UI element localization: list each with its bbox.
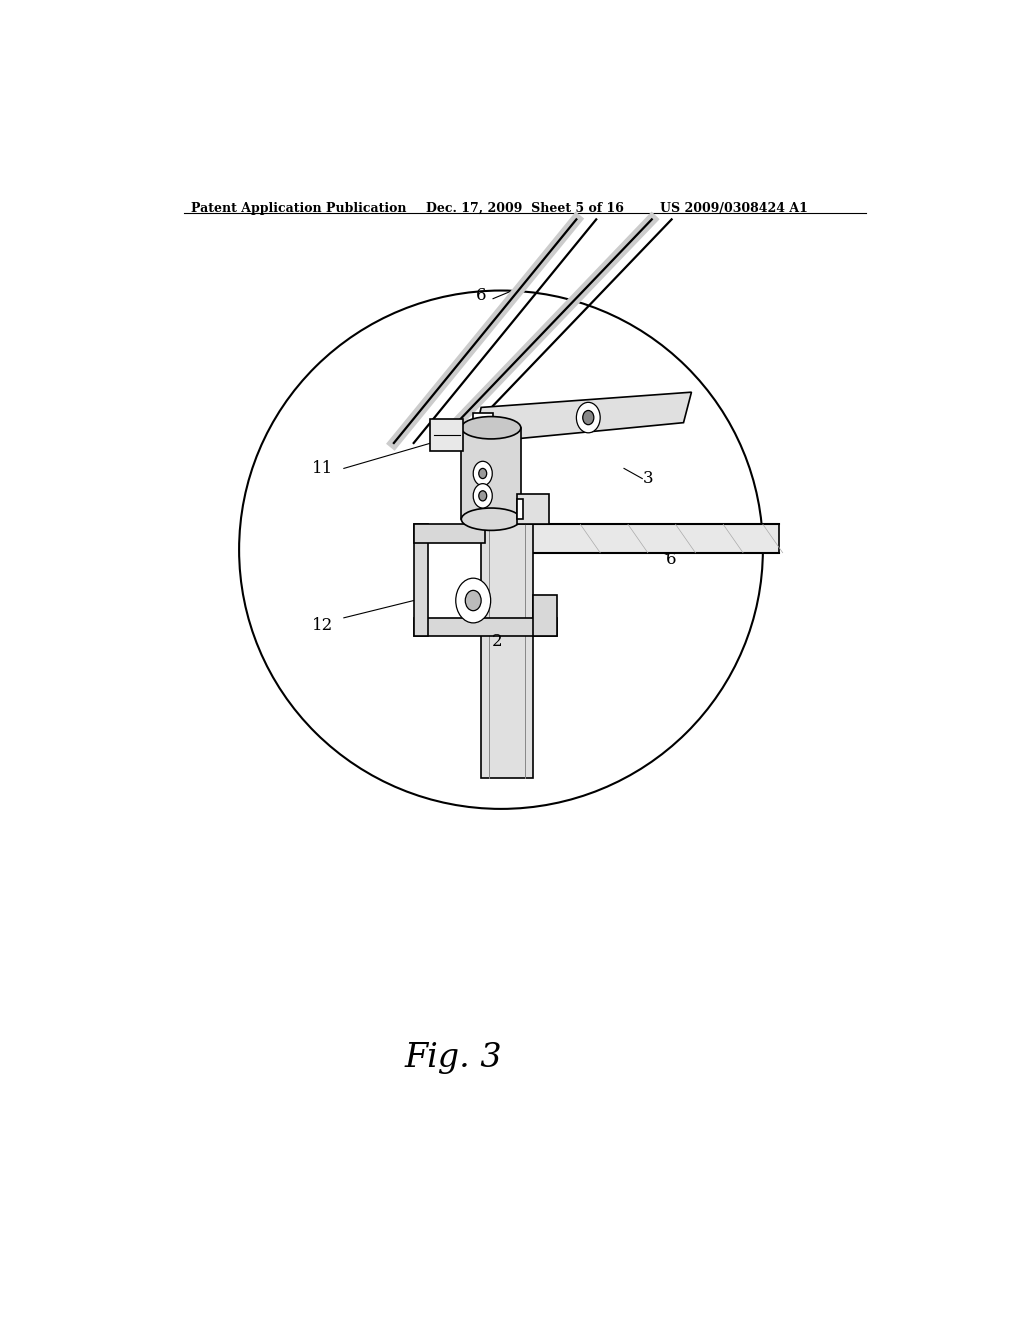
Bar [430, 418, 463, 451]
Bar [517, 499, 523, 519]
Circle shape [456, 578, 490, 623]
Bar [414, 524, 428, 636]
Bar [461, 428, 521, 519]
Bar [473, 413, 494, 434]
Bar [517, 494, 549, 524]
Text: 6: 6 [476, 288, 486, 304]
Text: 11: 11 [311, 459, 333, 477]
Circle shape [479, 491, 486, 500]
Bar [532, 595, 557, 636]
Circle shape [583, 411, 594, 425]
Circle shape [465, 590, 481, 611]
Bar [414, 524, 485, 543]
Text: US 2009/0308424 A1: US 2009/0308424 A1 [659, 202, 808, 215]
Text: Dec. 17, 2009  Sheet 5 of 16: Dec. 17, 2009 Sheet 5 of 16 [426, 202, 624, 215]
Polygon shape [473, 392, 691, 444]
Text: Patent Application Publication: Patent Application Publication [191, 202, 407, 215]
Circle shape [473, 461, 493, 486]
Ellipse shape [461, 508, 521, 531]
Text: 12: 12 [311, 618, 333, 635]
Text: Fig. 3: Fig. 3 [404, 1041, 502, 1074]
Bar [517, 524, 779, 553]
Circle shape [473, 483, 493, 508]
Ellipse shape [461, 417, 521, 440]
Text: 2: 2 [492, 632, 503, 649]
Bar [414, 618, 557, 636]
Circle shape [479, 469, 486, 479]
Bar [481, 524, 532, 779]
Circle shape [577, 403, 600, 433]
Text: 6: 6 [667, 552, 677, 569]
Text: 3: 3 [642, 470, 653, 487]
